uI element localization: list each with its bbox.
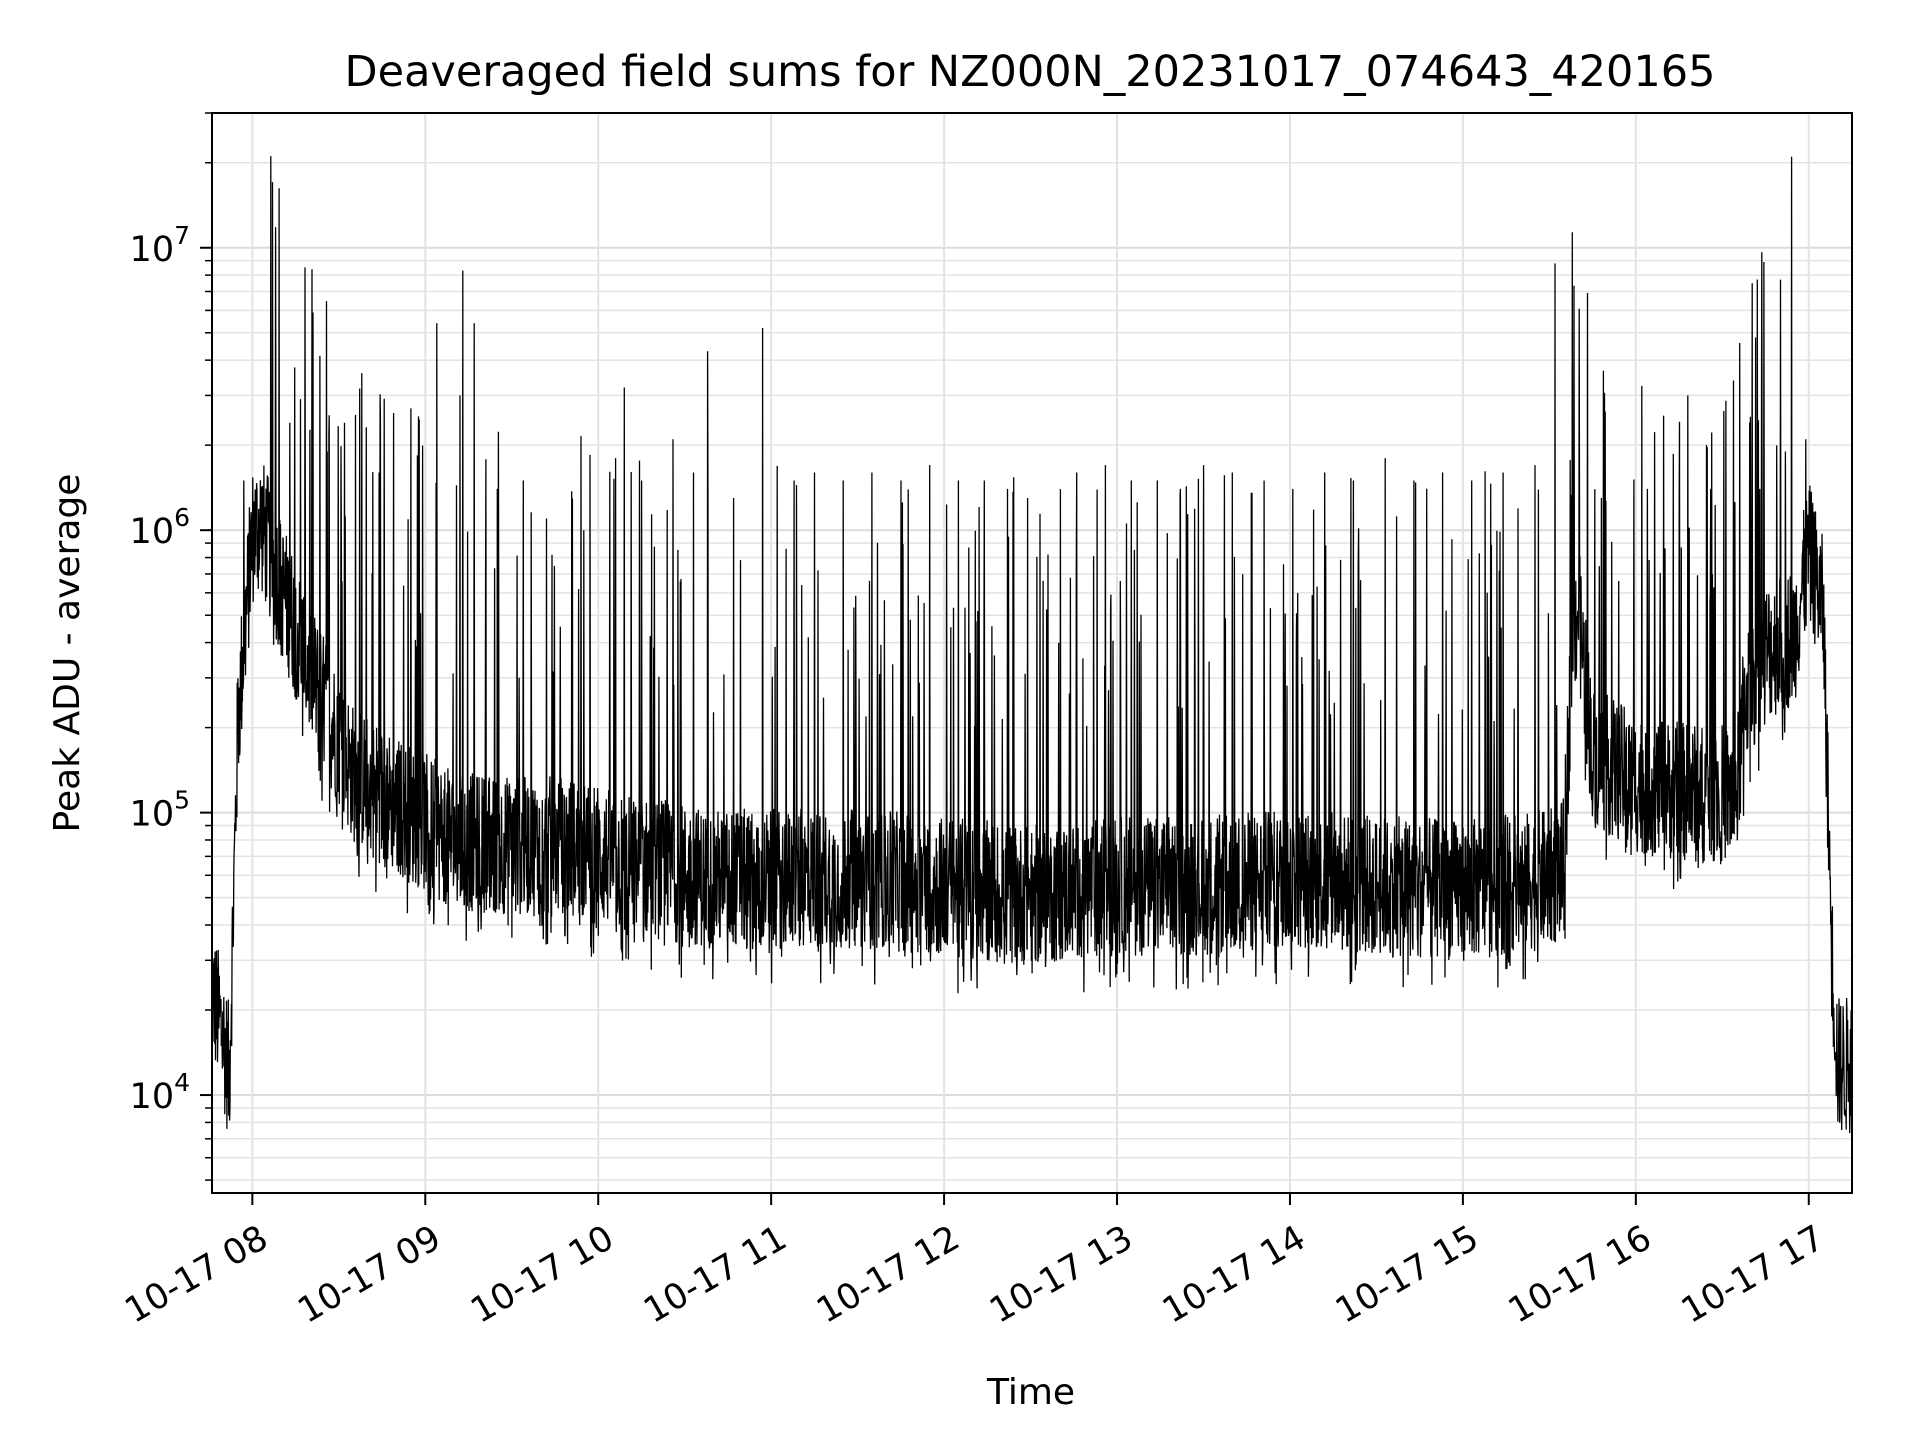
plot-frame (211, 112, 1853, 1194)
chart-title: Deaveraged field sums for NZ000N_2023101… (345, 47, 1716, 97)
x-axis-label: Time (986, 1372, 1075, 1413)
y-tick-label: 105 (130, 786, 190, 835)
data-series (211, 156, 1853, 1134)
y-tick-label: 106 (130, 503, 190, 552)
y-tick-label: 104 (130, 1068, 190, 1117)
y-axis-ticks: 104 105 106 107 (130, 112, 212, 1181)
series-line (211, 156, 1853, 1134)
y-tick-label: 107 (130, 221, 190, 270)
y-axis-label: Peak ADU - average (47, 474, 88, 833)
